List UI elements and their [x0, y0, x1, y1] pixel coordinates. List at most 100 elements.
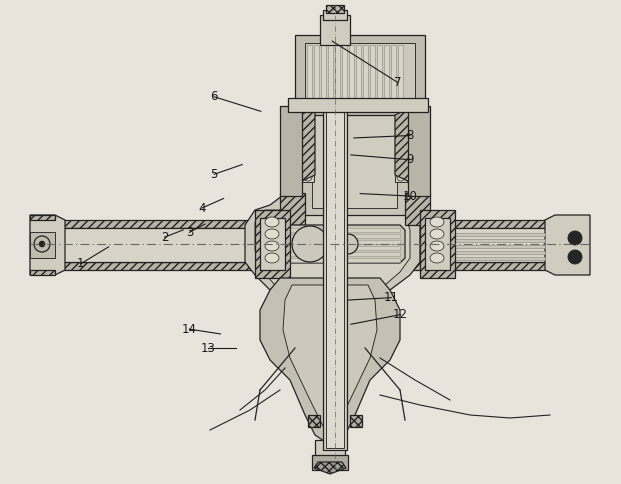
Ellipse shape — [265, 229, 279, 239]
Ellipse shape — [338, 234, 358, 254]
Bar — [335, 45, 340, 105]
Polygon shape — [390, 262, 585, 270]
Bar — [425, 218, 450, 270]
Bar — [300, 100, 410, 215]
Text: 5: 5 — [211, 168, 218, 181]
Bar — [323, 10, 347, 20]
Ellipse shape — [397, 173, 405, 181]
Ellipse shape — [265, 253, 279, 263]
Bar — [265, 240, 400, 244]
Bar — [280, 193, 305, 225]
Text: 3: 3 — [186, 226, 193, 239]
Polygon shape — [30, 215, 65, 275]
Bar — [302, 172, 314, 182]
Text: 4: 4 — [198, 202, 206, 214]
Bar — [350, 415, 362, 427]
Polygon shape — [245, 183, 420, 420]
Polygon shape — [30, 220, 285, 228]
Ellipse shape — [397, 131, 405, 139]
Ellipse shape — [39, 241, 45, 247]
Bar — [370, 45, 375, 105]
Polygon shape — [300, 108, 315, 182]
Polygon shape — [30, 232, 55, 258]
Ellipse shape — [430, 253, 444, 263]
Bar — [384, 45, 389, 105]
Text: 10: 10 — [402, 190, 417, 202]
Ellipse shape — [397, 145, 405, 153]
Bar — [265, 246, 400, 250]
Ellipse shape — [304, 131, 312, 139]
Bar — [391, 45, 396, 105]
Ellipse shape — [292, 226, 328, 262]
Bar — [302, 130, 314, 140]
Bar — [328, 45, 333, 105]
Bar — [408, 106, 430, 196]
Ellipse shape — [568, 231, 582, 245]
Bar — [265, 252, 400, 256]
Bar — [307, 45, 312, 105]
Text: 9: 9 — [406, 153, 414, 166]
Bar — [30, 228, 285, 262]
Bar — [305, 43, 415, 108]
Bar — [390, 251, 545, 254]
Bar — [395, 130, 407, 140]
Ellipse shape — [397, 159, 405, 167]
Polygon shape — [30, 262, 285, 270]
Polygon shape — [30, 270, 55, 275]
Bar — [265, 258, 400, 262]
Text: 7: 7 — [394, 76, 401, 89]
Bar — [398, 45, 403, 105]
Bar — [395, 158, 407, 168]
Bar — [356, 45, 361, 105]
Polygon shape — [283, 285, 377, 440]
Polygon shape — [255, 197, 410, 403]
Bar — [377, 45, 382, 105]
Bar — [390, 233, 545, 236]
Bar — [302, 158, 314, 168]
Bar — [342, 45, 347, 105]
Ellipse shape — [430, 241, 444, 251]
Bar — [314, 45, 319, 105]
Bar — [315, 440, 345, 462]
Bar — [363, 45, 368, 105]
Bar — [395, 172, 407, 182]
Text: 14: 14 — [182, 323, 197, 335]
Text: 12: 12 — [393, 308, 408, 321]
Text: 2: 2 — [161, 231, 168, 243]
Bar — [405, 193, 430, 225]
Bar — [312, 108, 397, 208]
Text: 8: 8 — [406, 129, 414, 142]
Bar — [326, 5, 344, 13]
Bar — [390, 257, 545, 260]
Bar — [308, 415, 320, 427]
Polygon shape — [260, 278, 400, 445]
Text: 13: 13 — [201, 342, 215, 355]
Bar — [280, 106, 302, 196]
Ellipse shape — [430, 217, 444, 227]
Bar — [265, 234, 400, 238]
Bar — [260, 218, 285, 270]
Polygon shape — [30, 215, 55, 220]
Bar — [420, 210, 455, 278]
Bar — [288, 98, 428, 112]
Bar — [390, 245, 545, 248]
Bar — [395, 144, 407, 154]
Ellipse shape — [430, 229, 444, 239]
Bar — [390, 228, 585, 262]
Bar — [302, 144, 314, 154]
Bar — [390, 239, 545, 242]
Text: 11: 11 — [384, 291, 399, 304]
Text: 6: 6 — [211, 91, 218, 103]
Ellipse shape — [265, 241, 279, 251]
Polygon shape — [314, 462, 346, 474]
Polygon shape — [545, 215, 590, 275]
Bar — [320, 15, 350, 45]
Bar — [326, 108, 344, 448]
Bar — [295, 35, 425, 115]
Polygon shape — [390, 220, 585, 228]
Ellipse shape — [265, 217, 279, 227]
Bar — [255, 210, 290, 278]
Bar — [349, 45, 354, 105]
Bar — [321, 45, 326, 105]
Ellipse shape — [304, 145, 312, 153]
